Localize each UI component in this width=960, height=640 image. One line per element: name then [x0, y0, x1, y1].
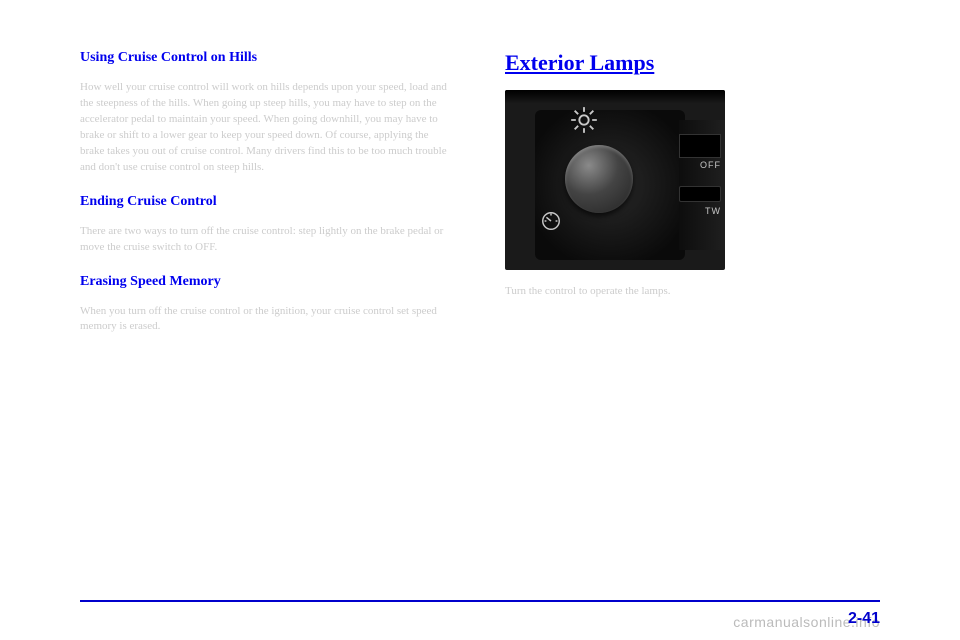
right-column: Exterior Lamps	[505, 50, 880, 353]
off-label: OFF	[700, 160, 721, 170]
twilight-slot	[679, 186, 721, 202]
gauge-icon	[540, 210, 562, 232]
off-switch	[679, 134, 721, 158]
rotary-knob	[565, 145, 633, 213]
body-ending-cruise: There are two ways to turn off the cruis…	[80, 224, 455, 256]
heading-erasing-memory: Erasing Speed Memory	[80, 274, 455, 290]
left-column: Using Cruise Control on Hills How well y…	[80, 50, 455, 353]
heading-ending-cruise: Ending Cruise Control	[80, 194, 455, 210]
lamp-control-figure: OFF TW	[505, 90, 725, 270]
footer-rule	[80, 600, 880, 602]
two-column-layout: Using Cruise Control on Hills How well y…	[80, 50, 880, 353]
lamp-icon	[570, 106, 598, 134]
twilight-label: TW	[705, 206, 721, 216]
figure-caption: Turn the control to operate the lamps.	[505, 284, 880, 300]
heading-exterior-lamps: Exterior Lamps	[505, 50, 880, 76]
figure-shadow	[505, 90, 725, 104]
body-erasing-memory: When you turn off the cruise control or …	[80, 304, 455, 336]
body-cruise-hills: How well your cruise control will work o…	[80, 80, 455, 176]
heading-cruise-hills: Using Cruise Control on Hills	[80, 50, 455, 66]
page-number: 2-41	[848, 610, 880, 628]
manual-page: Using Cruise Control on Hills How well y…	[0, 0, 960, 640]
